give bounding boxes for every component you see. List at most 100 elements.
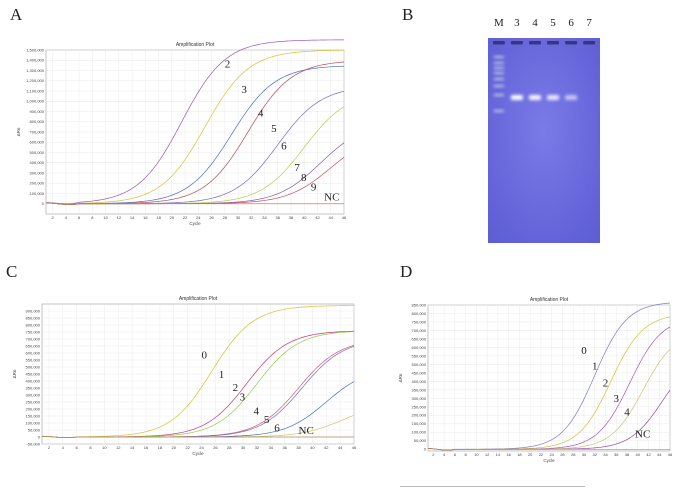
x-tick-label: 20 (528, 452, 533, 457)
x-tick-label: 26 (209, 215, 214, 220)
x-tick-label: 46 (668, 452, 673, 457)
x-tick-label: 14 (496, 452, 501, 457)
y-tick-label: 700,000 (26, 336, 41, 341)
y-tick-label: 900,000 (26, 308, 41, 313)
series-line-NC (45, 202, 344, 205)
curve-label: 2 (225, 58, 231, 70)
curve-label: 4 (258, 108, 264, 120)
y-tick-label: 350,000 (412, 387, 427, 392)
x-tick-label: 36 (276, 215, 281, 220)
y-tick-label: 750,000 (26, 329, 41, 334)
x-tick-label: 18 (517, 452, 522, 457)
x-tick-label: 8 (91, 215, 94, 220)
gel-well (492, 41, 505, 45)
gel-lane-label: 4 (532, 17, 538, 29)
y-tick-label: 600,000 (30, 140, 45, 145)
curve-label: 4 (253, 406, 259, 418)
x-tick-label: 38 (289, 215, 294, 220)
x-tick-label: 6 (78, 215, 81, 220)
x-tick-label: 8 (465, 452, 468, 457)
y-tick-label: 1,400,000 (26, 58, 45, 63)
curve-label: 6 (281, 140, 287, 152)
x-tick-label: 18 (158, 445, 163, 450)
y-tick-label: 250,000 (412, 404, 427, 409)
x-tick-label: 42 (324, 445, 329, 450)
ladder-band (493, 78, 504, 80)
y-tick-label: 300,000 (26, 392, 41, 397)
curve-label: 5 (264, 414, 270, 426)
y-tick-label: 50,000 (28, 427, 41, 432)
y-tick-label: 100,000 (26, 420, 41, 425)
sample-band (510, 95, 523, 100)
x-tick-label: 10 (474, 452, 479, 457)
y-tick-label: 200,000 (26, 406, 41, 411)
x-tick-label: 16 (506, 452, 511, 457)
curve-label: 2 (603, 377, 609, 389)
series-line-2 (46, 39, 345, 205)
curve-label: NC (299, 425, 314, 437)
y-tick-label: 1,500,000 (26, 47, 45, 52)
sample-band (547, 95, 560, 100)
gel-lane-label: 6 (568, 17, 574, 29)
x-tick-label: 36 (614, 452, 619, 457)
gel-well (565, 41, 578, 45)
panel-letter-d: D (400, 262, 413, 281)
curve-label: 6 (274, 422, 280, 434)
ladder-band (493, 56, 504, 58)
x-tick-label: 46 (352, 445, 357, 450)
x-tick-label: 22 (539, 452, 544, 457)
x-tick-label: 2 (48, 445, 51, 450)
x-tick-label: 32 (255, 445, 260, 450)
y-tick-label: 750,000 (412, 319, 427, 324)
y-tick-label: 400,000 (26, 378, 41, 383)
curve-label: 9 (311, 181, 317, 193)
y-tick-label: 500,000 (26, 364, 41, 369)
plot-title: Amplification Plot (176, 42, 215, 48)
x-tick-label: 14 (130, 215, 135, 220)
x-tick-label: 6 (76, 445, 79, 450)
curve-label: 4 (624, 406, 630, 418)
y-tick-label: 0 (38, 434, 41, 439)
x-tick-label: 28 (571, 452, 576, 457)
ladder-band (493, 62, 504, 64)
x-tick-label: 38 (625, 452, 630, 457)
x-tick-label: 34 (262, 215, 267, 220)
y-tick-label: 0 (424, 447, 427, 452)
gel-lane-label: 5 (550, 17, 556, 29)
x-axis-label: Cycle (192, 451, 204, 456)
y-tick-label: 100,000 (30, 191, 45, 196)
x-tick-label: 30 (236, 215, 241, 220)
curve-label: 7 (294, 162, 300, 174)
y-axis-label: ΔRn (12, 369, 17, 378)
x-tick-label: 44 (329, 215, 334, 220)
y-tick-label: 600,000 (26, 350, 41, 355)
x-tick-label: 12 (116, 445, 121, 450)
curve-label: 2 (233, 382, 239, 394)
x-tick-label: 38 (296, 445, 301, 450)
y-tick-label: 1,300,000 (26, 68, 45, 73)
curve-label: 8 (301, 172, 307, 184)
curve-label: NC (324, 192, 339, 204)
x-tick-label: 44 (657, 452, 662, 457)
gel-lane-label: 3 (514, 17, 520, 29)
y-tick-label: 300,000 (412, 396, 427, 401)
y-tick-label: 850,000 (26, 315, 41, 320)
x-tick-label: 20 (172, 445, 177, 450)
x-tick-label: 20 (170, 215, 175, 220)
x-tick-label: 40 (636, 452, 641, 457)
scan-artifact-line (400, 486, 585, 487)
y-axis-label: ΔRn (16, 127, 21, 136)
y-tick-label: 150,000 (26, 413, 41, 418)
x-axis-label: Cycle (189, 221, 201, 226)
y-tick-label: 400,000 (412, 379, 427, 384)
y-tick-label: 450,000 (26, 371, 41, 376)
x-tick-label: 2 (52, 215, 55, 220)
x-tick-label: 4 (443, 452, 446, 457)
ladder-band (493, 110, 504, 112)
y-tick-label: 1,100,000 (26, 88, 45, 93)
curve-label: 3 (614, 393, 620, 405)
x-tick-label: 4 (65, 215, 68, 220)
y-tick-label: 300,000 (30, 170, 45, 175)
series-line-0 (41, 305, 355, 438)
y-tick-label: 900,000 (30, 109, 45, 114)
